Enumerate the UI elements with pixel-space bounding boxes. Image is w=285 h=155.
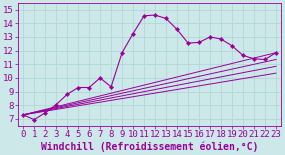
- X-axis label: Windchill (Refroidissement éolien,°C): Windchill (Refroidissement éolien,°C): [41, 142, 258, 152]
